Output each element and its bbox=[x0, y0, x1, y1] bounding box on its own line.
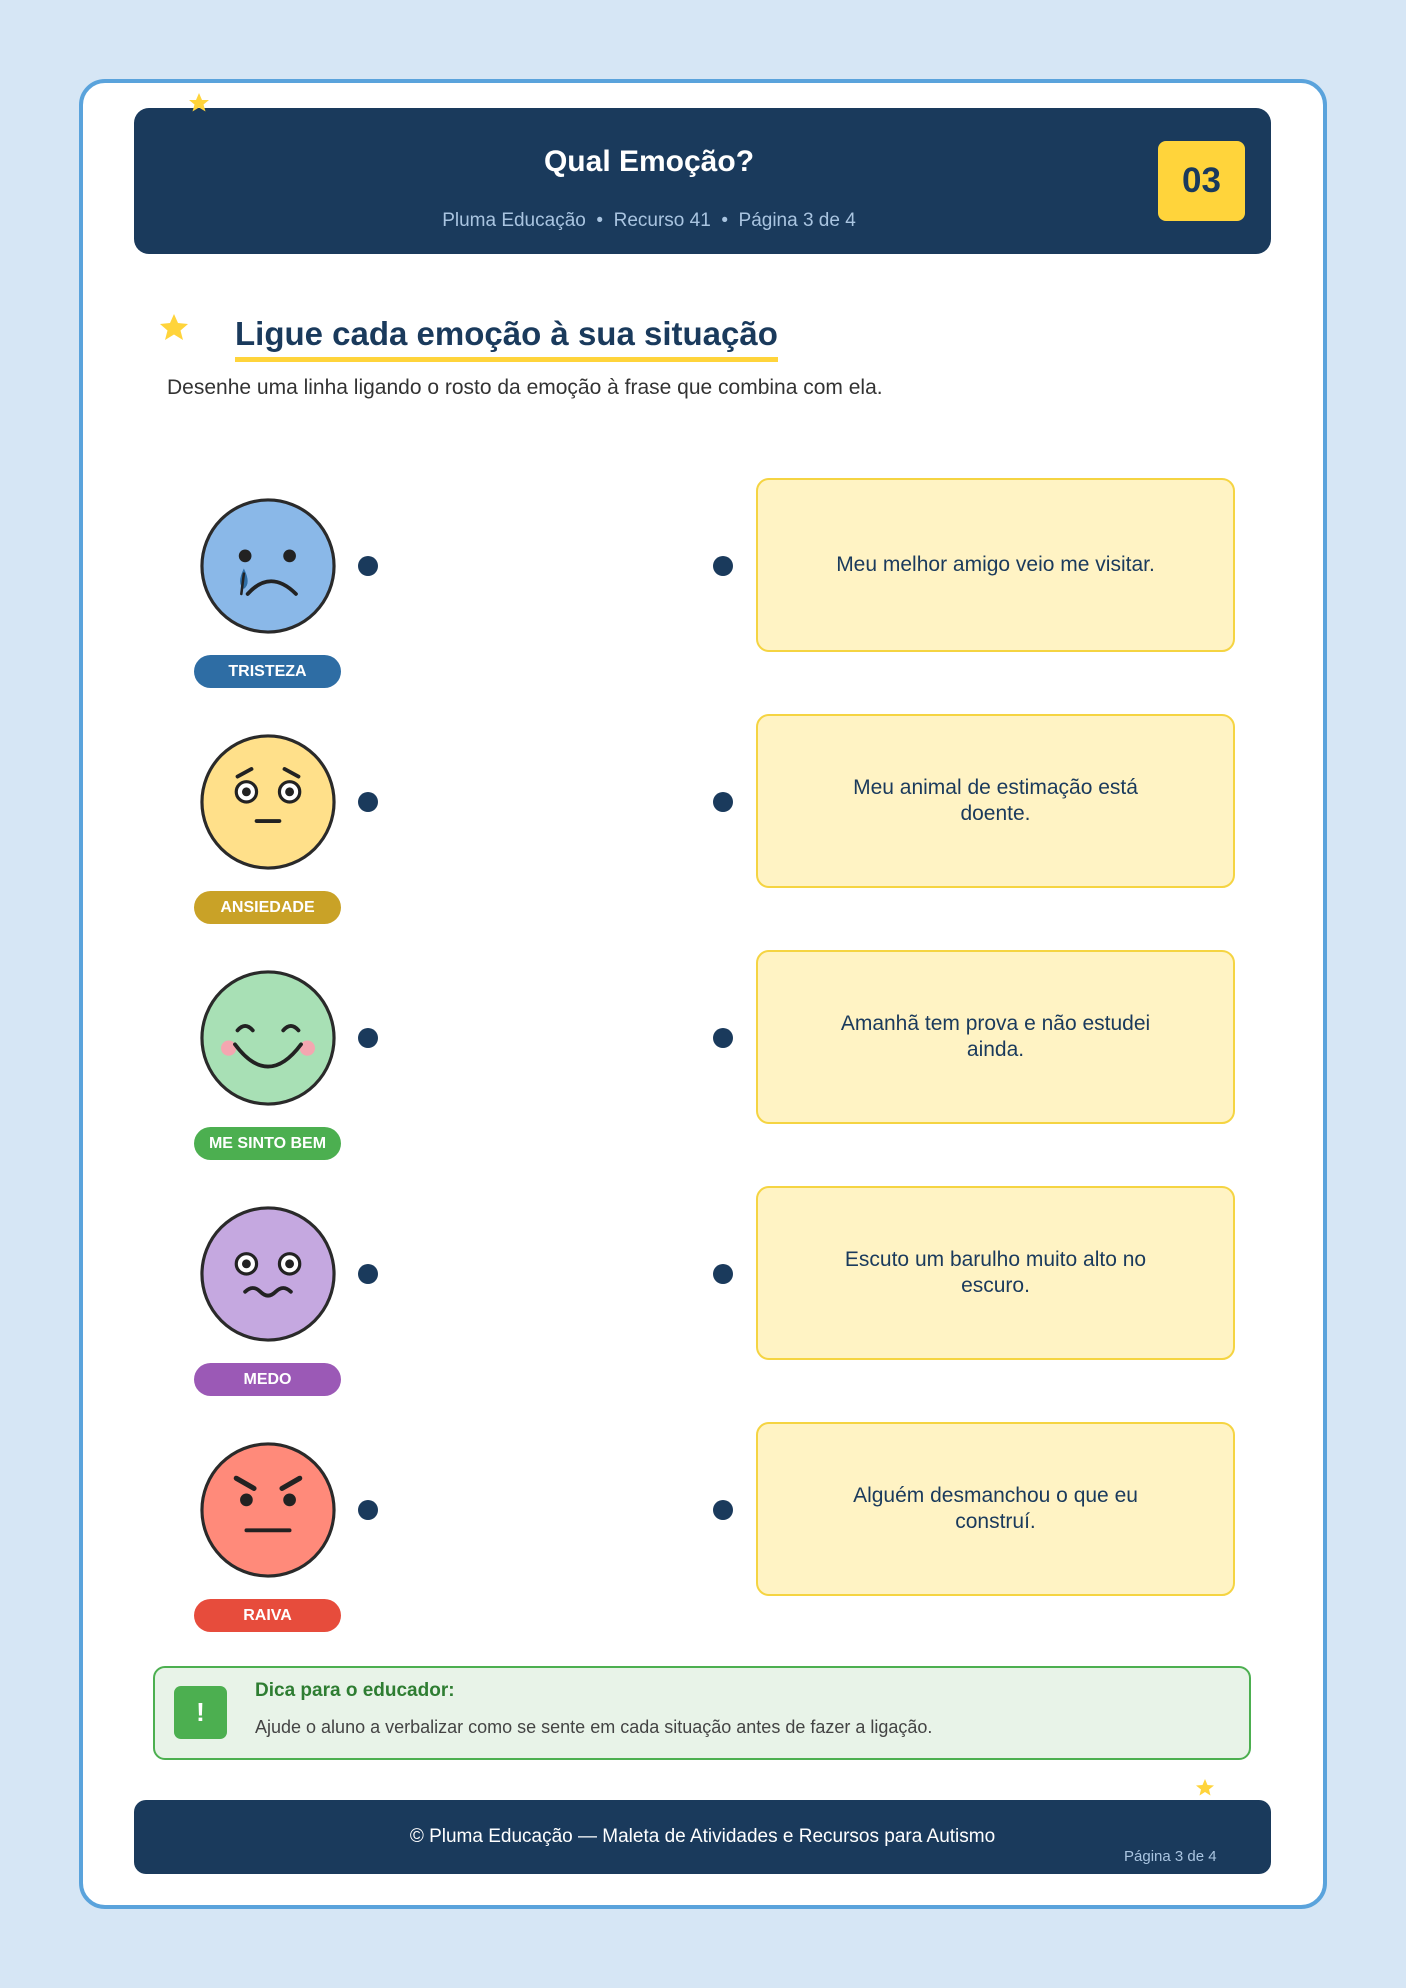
pupil bbox=[285, 1259, 295, 1269]
face bbox=[200, 1206, 336, 1342]
face-circle bbox=[200, 970, 336, 1106]
face bbox=[200, 1442, 336, 1578]
subtitle: Pluma Educação • Recurso 41 • Página 3 d… bbox=[442, 210, 856, 231]
header bbox=[134, 108, 1271, 254]
dot bbox=[358, 1028, 378, 1048]
dot bbox=[358, 1500, 378, 1520]
dot bbox=[713, 792, 733, 812]
situation: Meu animal de estimação está doente. bbox=[756, 714, 1235, 888]
footer-page: Página 3 de 4 bbox=[1124, 1848, 1217, 1865]
dot bbox=[713, 1028, 733, 1048]
dot bbox=[358, 1264, 378, 1284]
face-circle bbox=[200, 734, 336, 870]
tip-title: Dica para o educador: bbox=[255, 1680, 455, 1701]
face bbox=[200, 498, 336, 634]
eye bbox=[235, 1024, 255, 1033]
dot bbox=[358, 556, 378, 576]
mouth bbox=[245, 579, 298, 596]
stars bbox=[160, 93, 1214, 1796]
situation: Meu melhor amigo veio me visitar. bbox=[756, 478, 1235, 652]
situation: Escuto um barulho muito alto no escuro. bbox=[756, 1186, 1235, 1360]
title: Qual Emoção? bbox=[543, 145, 755, 178]
emotion-label: MEDO bbox=[194, 1363, 341, 1396]
badge: 03 bbox=[1158, 141, 1245, 221]
pupil bbox=[241, 787, 251, 797]
tear-line bbox=[240, 572, 246, 596]
eye bbox=[240, 1493, 253, 1507]
situation: Alguém desmanchou o que eu construí. bbox=[756, 1422, 1235, 1596]
eye bbox=[281, 1024, 301, 1033]
brow bbox=[235, 767, 254, 779]
footer bbox=[134, 1800, 1271, 1874]
situation: Amanhã tem prova e não estudei ainda. bbox=[756, 950, 1235, 1124]
eye bbox=[238, 549, 252, 563]
cheek bbox=[299, 1040, 315, 1056]
brow bbox=[233, 1475, 257, 1491]
heading: Ligue cada emoção à sua situação bbox=[235, 315, 778, 362]
dot bbox=[713, 556, 733, 576]
dot bbox=[713, 1264, 733, 1284]
face-circle bbox=[200, 1206, 336, 1342]
face bbox=[200, 734, 336, 870]
tip-box bbox=[153, 1666, 1251, 1760]
emotion-label: TRISTEZA bbox=[194, 655, 341, 688]
emotion-label: ANSIEDADE bbox=[194, 891, 341, 924]
face-circle bbox=[200, 498, 336, 634]
footer-text: © Pluma Educação — Maleta de Atividades … bbox=[409, 1826, 996, 1847]
eye bbox=[283, 1493, 296, 1507]
pupil bbox=[241, 1259, 251, 1269]
instruction: Desenhe uma linha ligando o rosto da emo… bbox=[167, 376, 883, 399]
emotion-label: RAIVA bbox=[194, 1599, 341, 1632]
cheek bbox=[221, 1040, 237, 1056]
tip-text: Ajude o aluno a verbalizar como se sente… bbox=[255, 1717, 933, 1737]
dot bbox=[713, 1500, 733, 1520]
brow bbox=[282, 767, 301, 779]
dot bbox=[358, 792, 378, 812]
mouth bbox=[233, 1042, 303, 1069]
tip-icon: ! bbox=[174, 1686, 227, 1739]
face bbox=[200, 970, 336, 1106]
brow bbox=[279, 1475, 303, 1491]
eye bbox=[283, 549, 296, 563]
pupil bbox=[285, 787, 295, 797]
mouth bbox=[243, 1286, 293, 1298]
face-circle bbox=[200, 1442, 336, 1578]
emotion-label: ME SINTO BEM bbox=[194, 1127, 341, 1160]
